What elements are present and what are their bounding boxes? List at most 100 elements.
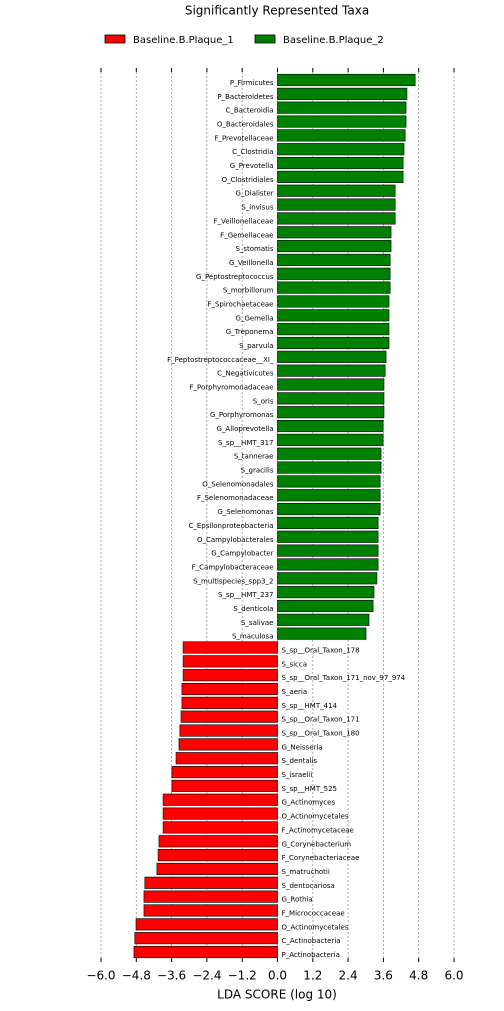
- bar: [277, 572, 378, 585]
- legend-swatch: [104, 34, 126, 44]
- category-label: S_sp__Oral_Taxon_171_nov_97_974: [282, 674, 406, 682]
- x-tick-label: 0.0: [268, 969, 287, 983]
- category-label: C_Actinobacteria: [282, 937, 341, 945]
- bar: [277, 503, 381, 516]
- category-label: S_sp__Oral_Taxon_180: [282, 730, 360, 738]
- x-tick-label: 4.8: [409, 969, 428, 983]
- category-label: S_dentocariosa: [282, 882, 335, 890]
- category-label: S_invisus: [241, 204, 273, 212]
- bar: [158, 835, 278, 848]
- bar: [277, 447, 382, 460]
- bar: [277, 267, 391, 280]
- bar: [277, 143, 405, 156]
- category-label: F_Veillonellaceae: [214, 217, 274, 225]
- category-label: F_Corynebacteriaceae: [282, 854, 360, 862]
- category-label: S_sicca: [282, 660, 308, 668]
- category-label: P_Bacteroidetes: [217, 93, 273, 101]
- bar: [277, 613, 370, 626]
- category-label: F_Peptostreptococcaceae__XI_: [167, 356, 274, 364]
- category-label: S_israelii: [282, 771, 313, 779]
- legend-swatch: [254, 34, 276, 44]
- bar: [277, 599, 374, 613]
- bar: [277, 586, 375, 599]
- bar: [277, 392, 385, 405]
- x-tick-label: −3.6: [157, 969, 186, 983]
- category-label: S_tannerae: [234, 453, 274, 461]
- category-label: G_Selenomonas: [217, 508, 273, 516]
- category-label: F_Selenomonadaceae: [197, 494, 274, 502]
- bar: [277, 336, 390, 350]
- bar: [277, 101, 407, 114]
- category-label: F_Gemellaceae: [220, 231, 273, 239]
- category-label: G_Porphyromonas: [210, 411, 274, 419]
- category-label: S_sp__HMT_414: [282, 702, 338, 710]
- bar: [156, 862, 278, 876]
- x-tick-label: 6.0: [444, 969, 463, 983]
- x-tick-label: 1.2: [303, 969, 322, 983]
- x-axis-label: LDA SCORE (log 10): [217, 988, 337, 1002]
- x-tick-label: −1.2: [228, 969, 257, 983]
- legend-label: Baseline.B.Plaque_2: [283, 35, 384, 46]
- category-label: S_dentalis: [282, 757, 318, 765]
- category-label: O_Bacteroidales: [217, 121, 274, 129]
- bar: [277, 240, 392, 253]
- category-label: S_matruchotii: [282, 868, 330, 876]
- bar: [277, 253, 391, 266]
- bar: [277, 323, 390, 336]
- bar: [162, 807, 278, 820]
- bar: [182, 655, 278, 668]
- bar: [277, 350, 387, 363]
- bar: [171, 766, 278, 779]
- bar: [277, 516, 379, 529]
- category-label: G_Gemella: [236, 314, 274, 322]
- bar: [181, 696, 278, 709]
- category-label: G_Dialister: [235, 190, 273, 198]
- category-label: G_Corynebacterium: [282, 840, 352, 848]
- bar: [277, 406, 385, 419]
- bar: [180, 710, 278, 723]
- category-label: S_gracilis: [241, 467, 274, 475]
- bar: [179, 724, 278, 737]
- bar: [277, 461, 382, 474]
- bar: [135, 918, 278, 931]
- category-label: S_aeria: [282, 688, 308, 696]
- category-label: G_Rothia: [282, 896, 313, 904]
- category-label: P_Firmicutes: [230, 79, 274, 87]
- bar: [157, 849, 278, 862]
- category-label: S_denticola: [233, 605, 273, 613]
- x-tick-label: −6.0: [86, 969, 115, 983]
- bar: [277, 627, 367, 640]
- category-label: G_Actinomyces: [282, 799, 336, 807]
- category-label: O_Selenomonadales: [202, 480, 274, 488]
- bar: [277, 295, 390, 308]
- category-label: O_Actinomycetales: [282, 923, 349, 931]
- bar: [277, 433, 384, 446]
- category-label: S_sp__HMT_237: [218, 591, 273, 599]
- bar: [171, 779, 278, 792]
- bar: [277, 129, 406, 142]
- category-label: F_Spirochaetaceae: [207, 300, 273, 308]
- category-label: S_sp__HMT_317: [218, 439, 273, 447]
- category-label: S_sp__Oral_Taxon_171: [282, 716, 360, 724]
- bar: [143, 904, 278, 917]
- bar: [277, 184, 396, 197]
- bar: [277, 378, 385, 391]
- category-label: S_parvula: [239, 342, 273, 350]
- bar: [144, 876, 278, 889]
- category-label: F_Actinomycetaceae: [282, 826, 354, 834]
- category-label: C_Epsilonproteobacteria: [188, 522, 273, 530]
- chart-title: Significantly Represented Taxa: [185, 4, 369, 18]
- bar: [277, 558, 379, 571]
- category-label: S_sp__Oral_Taxon_178: [282, 646, 360, 654]
- x-tick-label: −4.8: [122, 969, 151, 983]
- category-label: S_morbillorum: [223, 287, 274, 295]
- bar: [133, 945, 278, 959]
- category-label: S_stomatis: [235, 245, 273, 253]
- category-label: G_Prevotella: [230, 162, 274, 170]
- bar: [178, 738, 278, 751]
- bar: [277, 281, 391, 294]
- x-tick-label: 2.4: [339, 969, 358, 983]
- category-label: F_Prevotellaceae: [214, 134, 273, 142]
- bar: [277, 212, 396, 225]
